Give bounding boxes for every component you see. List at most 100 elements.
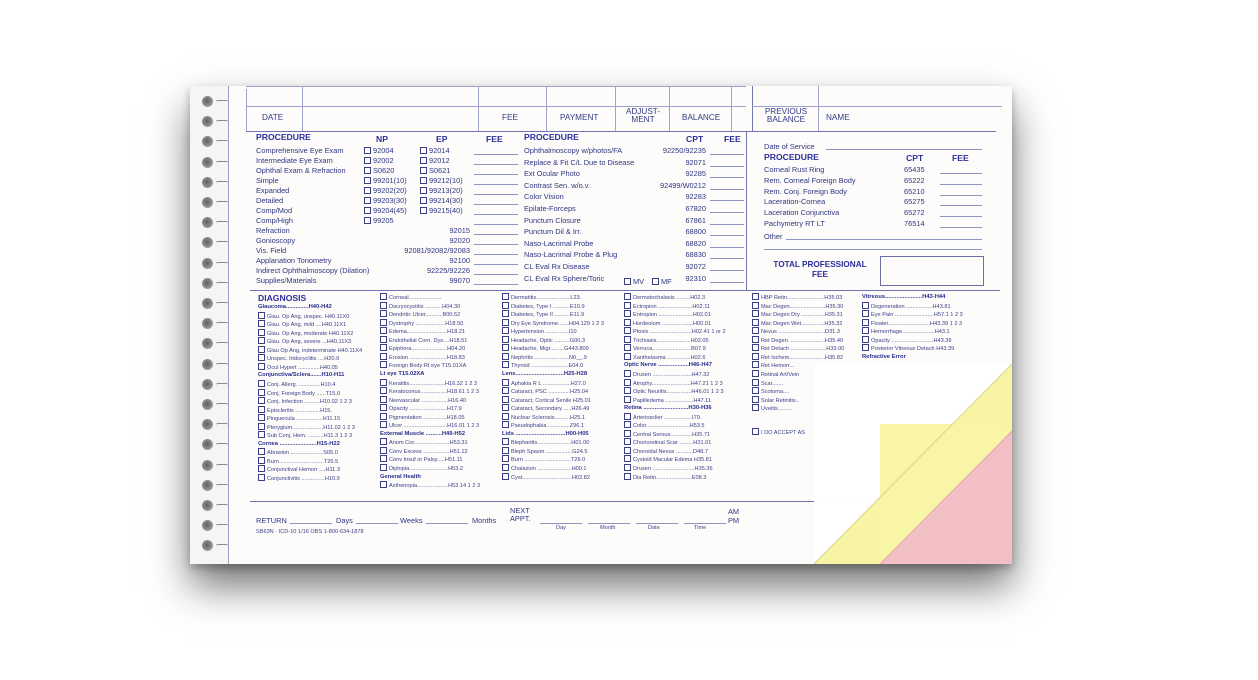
procedure-left-fee-field[interactable] bbox=[474, 154, 518, 155]
checkbox[interactable] bbox=[624, 455, 631, 463]
procedure-right-fee-field[interactable] bbox=[940, 205, 982, 207]
diagnosis-item[interactable]: Anom Cor.......................H53.31 bbox=[380, 438, 468, 447]
diagnosis-item[interactable]: Posterior Vitreous Detach H43.39 bbox=[862, 344, 954, 353]
checkbox[interactable] bbox=[502, 335, 509, 343]
procedure-left-fee-field[interactable] bbox=[474, 274, 518, 275]
diagnosis-item[interactable]: Nephritis ......................N0__.9 bbox=[502, 352, 587, 362]
checkbox[interactable] bbox=[624, 472, 631, 480]
procedure-mid-fee-field[interactable] bbox=[710, 200, 744, 202]
checkbox[interactable] bbox=[502, 412, 509, 420]
diagnosis-item[interactable]: Eye Pain .........................H57.1 … bbox=[862, 310, 963, 319]
checkbox[interactable] bbox=[624, 352, 631, 360]
ep-code[interactable]: S0621 bbox=[420, 166, 450, 175]
ep-code[interactable]: 92012 bbox=[420, 156, 450, 165]
procedure-right-fee-field[interactable] bbox=[940, 216, 982, 218]
checkbox[interactable] bbox=[502, 301, 509, 309]
diagnosis-item[interactable]: Sub Conj. Hem. ..........H11.3 1 2 3 bbox=[258, 431, 352, 440]
procedure-mid-fee-field[interactable] bbox=[710, 165, 744, 167]
diagnosis-item[interactable]: Chorioretinal Scar .........H31.01 bbox=[624, 438, 711, 447]
diagnosis-item[interactable]: Headache, Optic ..........G00.3 bbox=[502, 335, 585, 345]
checkbox[interactable] bbox=[258, 311, 265, 319]
diagnosis-item[interactable]: Cataract, Cortical Senile H25.01 bbox=[502, 395, 591, 405]
diagnosis-item[interactable]: Burn ............................T26.5 bbox=[258, 456, 338, 466]
diagnosis-item[interactable]: Color............................H53.5 bbox=[624, 421, 705, 430]
return-months-field[interactable] bbox=[426, 523, 468, 524]
diagnosis-item[interactable]: Drusen ...........................H35.36 bbox=[624, 464, 713, 473]
checkbox[interactable] bbox=[752, 335, 759, 343]
checkbox[interactable] bbox=[380, 301, 387, 309]
np-code[interactable]: 99204(45) bbox=[364, 206, 407, 215]
checkbox[interactable] bbox=[624, 421, 631, 429]
return-weeks-field[interactable] bbox=[356, 523, 398, 524]
procedure-mid-fee-field[interactable] bbox=[710, 188, 744, 190]
checkbox[interactable] bbox=[502, 361, 509, 369]
procedure-mid-fee-field[interactable] bbox=[710, 177, 744, 179]
diagnosis-item[interactable]: Conj. Allerg. ..............H10.4 bbox=[258, 379, 335, 389]
checkbox[interactable] bbox=[364, 187, 371, 194]
checkbox[interactable] bbox=[364, 217, 371, 224]
diagnosis-item[interactable]: Opacity ........................H17.9 bbox=[380, 404, 462, 413]
diagnosis-item[interactable]: Dystrophy ...................H18.50 bbox=[380, 318, 463, 328]
checkbox[interactable] bbox=[624, 344, 631, 352]
diagnosis-item[interactable]: Mac Degen.......................H35.30 bbox=[752, 301, 843, 311]
checkbox[interactable] bbox=[380, 387, 387, 395]
checkbox[interactable] bbox=[420, 197, 427, 204]
checkbox[interactable] bbox=[624, 412, 631, 420]
diagnosis-item[interactable]: Glau. Op Ang, mild ....H40.11X1 bbox=[258, 320, 346, 329]
diagnosis-item[interactable]: Erosion ........................H18.83 bbox=[380, 352, 465, 362]
diagnosis-item[interactable]: Ptosis ...........................H02.41… bbox=[624, 327, 726, 336]
diagnosis-item[interactable]: Arteriosclier ..................I70. bbox=[624, 412, 701, 422]
diagnosis-item[interactable]: Verruca.........................B07.9 bbox=[624, 344, 706, 353]
checkbox[interactable] bbox=[624, 301, 631, 309]
procedure-mid-fee-field[interactable] bbox=[710, 223, 744, 225]
checkbox[interactable] bbox=[258, 456, 265, 464]
checkbox[interactable] bbox=[380, 310, 387, 318]
diagnosis-item[interactable]: Conjunctival Hemorr ....H11.3 bbox=[258, 465, 340, 474]
checkbox[interactable] bbox=[752, 352, 759, 360]
checkbox[interactable] bbox=[380, 438, 387, 446]
diagnosis-item[interactable]: Cystoid Macular Edema H35.81 bbox=[624, 455, 712, 464]
checkbox[interactable] bbox=[258, 379, 265, 387]
diagnosis-item[interactable]: Floater...........................H43.39… bbox=[862, 318, 962, 328]
diagnosis-item[interactable]: Episcleritis ................H15. bbox=[258, 405, 332, 415]
checkbox[interactable] bbox=[502, 438, 509, 446]
checkbox[interactable] bbox=[502, 344, 509, 352]
checkbox[interactable] bbox=[380, 455, 387, 463]
diagnosis-item[interactable]: Dia Retin.......................E08.3 bbox=[624, 472, 706, 482]
checkbox[interactable] bbox=[752, 344, 759, 352]
diagnosis-item[interactable]: Atrophy.........................H47.21 1… bbox=[624, 378, 723, 388]
diagnosis-item[interactable]: Keratoconus.................H18.61 1 2 3 bbox=[380, 387, 479, 396]
checkbox[interactable] bbox=[420, 187, 427, 194]
procedure-right-fee-field[interactable] bbox=[940, 194, 982, 196]
checkbox[interactable] bbox=[380, 318, 387, 326]
procedure-left-fee-field[interactable] bbox=[474, 184, 518, 185]
diagnosis-item[interactable]: Trichiasis......................H02.05 bbox=[624, 335, 709, 345]
diagnosis-item[interactable]: Neovascular .................H16.40 bbox=[380, 395, 466, 405]
procedure-mid-fee-field[interactable] bbox=[710, 154, 744, 155]
procedure-right-fee-field[interactable] bbox=[940, 173, 982, 174]
checkbox[interactable] bbox=[502, 293, 509, 300]
checkbox[interactable] bbox=[258, 345, 265, 353]
diagnosis-item[interactable]: Chalazion ......................H00.1 bbox=[502, 464, 587, 473]
diagnosis-item[interactable]: Glau. Op Ang, moderate H40.11X2 bbox=[258, 328, 353, 338]
checkbox[interactable] bbox=[862, 318, 869, 326]
other-field[interactable] bbox=[786, 239, 982, 240]
checkbox[interactable] bbox=[258, 414, 265, 422]
checkbox[interactable] bbox=[502, 404, 509, 412]
procedure-mid-fee-field[interactable] bbox=[710, 235, 744, 237]
checkbox[interactable] bbox=[380, 352, 387, 360]
procedure-mid-fee-field[interactable] bbox=[710, 246, 744, 248]
ep-code[interactable]: 99215(40) bbox=[420, 206, 463, 215]
checkbox[interactable] bbox=[364, 167, 371, 174]
checkbox[interactable] bbox=[752, 361, 759, 369]
diagnosis-item[interactable]: Scar....... bbox=[752, 378, 783, 388]
checkbox[interactable] bbox=[258, 465, 265, 473]
appt-day-field[interactable] bbox=[540, 523, 582, 524]
checkbox[interactable] bbox=[502, 446, 509, 454]
np-code[interactable]: S0620 bbox=[364, 166, 394, 175]
checkbox[interactable] bbox=[624, 438, 631, 446]
checkbox[interactable] bbox=[502, 395, 509, 403]
diagnosis-item[interactable]: Nuclear Sclerosis..........H25.1 bbox=[502, 412, 585, 422]
diagnosis-item[interactable]: Diabetes, Type II ..........E11.9 bbox=[502, 310, 584, 319]
diagnosis-item[interactable]: Conjunctivitis ...............H10.9 bbox=[258, 474, 340, 483]
